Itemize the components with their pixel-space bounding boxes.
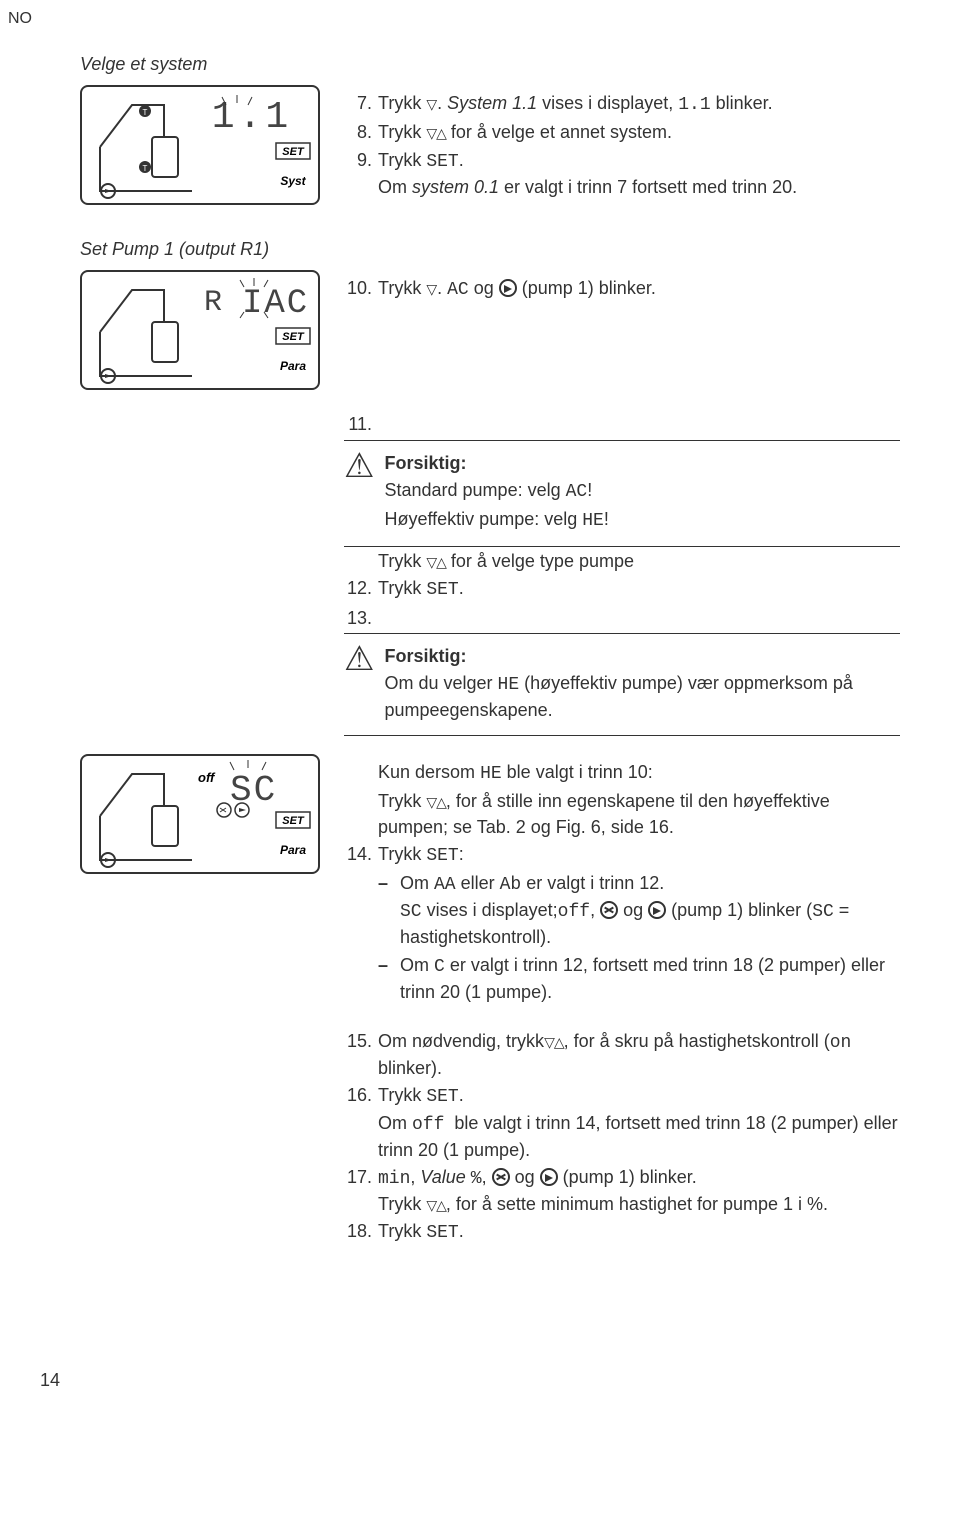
pump-icon xyxy=(540,1168,558,1186)
step-10: 10. Trykk . AC og (pump 1) blinker. xyxy=(344,276,900,303)
svg-text:Syst: Syst xyxy=(280,174,306,188)
pump-icon xyxy=(648,901,666,919)
step-16: 16. Trykk SET. Om off ble valgt i trinn … xyxy=(344,1083,900,1163)
step-15: 15. Om nødvendig, trykk, for å skru på h… xyxy=(344,1029,900,1081)
up-down-icon xyxy=(426,122,446,142)
pump-icon xyxy=(499,279,517,297)
up-down-icon xyxy=(426,791,446,811)
caution-2: ⚠ Forsiktig: Om du velger HE (høyeffekti… xyxy=(344,633,900,737)
down-icon xyxy=(426,93,437,113)
rotor-icon xyxy=(492,1168,510,1186)
svg-text:SET: SET xyxy=(282,815,305,827)
rotor-icon xyxy=(600,901,618,919)
step-12: 12. Trykk SET. xyxy=(344,576,900,603)
svg-text:IAC: IAC xyxy=(242,285,309,323)
svg-text:Para: Para xyxy=(280,843,306,857)
language-marker: NO xyxy=(8,8,32,30)
display-system: T T 1.1 SET Syst xyxy=(80,85,320,205)
svg-text:SET: SET xyxy=(282,146,305,158)
section2-title: Set Pump 1 (output R1) xyxy=(80,237,900,262)
svg-text:1.1: 1.1 xyxy=(212,96,292,139)
step14-intro2: Trykk , for å stille inn egenskapene til… xyxy=(378,789,900,839)
svg-text:Para: Para xyxy=(280,359,306,373)
step-13: 13. xyxy=(344,606,900,631)
section1-title: Velge et system xyxy=(80,52,900,77)
caution-1: ⚠ Forsiktig: Standard pumpe: velg AC! Hø… xyxy=(344,440,900,548)
svg-text:off: off xyxy=(198,770,216,785)
step11-line: Trykk for å velge type pumpe xyxy=(378,549,900,574)
up-down-icon xyxy=(426,551,446,571)
warning-icon: ⚠ xyxy=(344,449,374,537)
down-icon xyxy=(426,278,437,298)
step-11: 11. xyxy=(344,412,900,437)
step-14: 14. Trykk SET: xyxy=(344,842,900,869)
display-pump-ac: R IAC SET Para xyxy=(80,270,320,390)
step-17: 17. min, Value %, og (pump 1) blinker. T… xyxy=(344,1165,900,1217)
step14-dash2: – Om C er valgt i trinn 12, fortsett med… xyxy=(378,953,900,1005)
step-18: 18. Trykk SET. xyxy=(344,1219,900,1246)
svg-text:R: R xyxy=(204,286,222,320)
page-number: 14 xyxy=(40,1368,900,1393)
step-9: 9. Trykk SET. Om system 0.1 er valgt i t… xyxy=(344,148,900,200)
svg-text:SET: SET xyxy=(282,331,305,343)
step14-intro1: Kun dersom HE ble valgt i trinn 10: xyxy=(378,760,900,787)
step-8: 8. Trykk for å velge et annet system. xyxy=(344,120,900,145)
svg-text:T: T xyxy=(143,108,148,117)
up-down-icon xyxy=(544,1031,564,1051)
svg-text:T: T xyxy=(143,164,148,173)
step14-dash1: – Om AA eller Ab er valgt i trinn 12. SC… xyxy=(378,871,900,951)
up-down-icon xyxy=(426,1194,446,1214)
warning-icon: ⚠ xyxy=(344,642,374,726)
display-sc: off SC SET Para xyxy=(80,754,320,874)
step-7: 7. Trykk . System 1.1 vises i displayet,… xyxy=(344,91,900,118)
